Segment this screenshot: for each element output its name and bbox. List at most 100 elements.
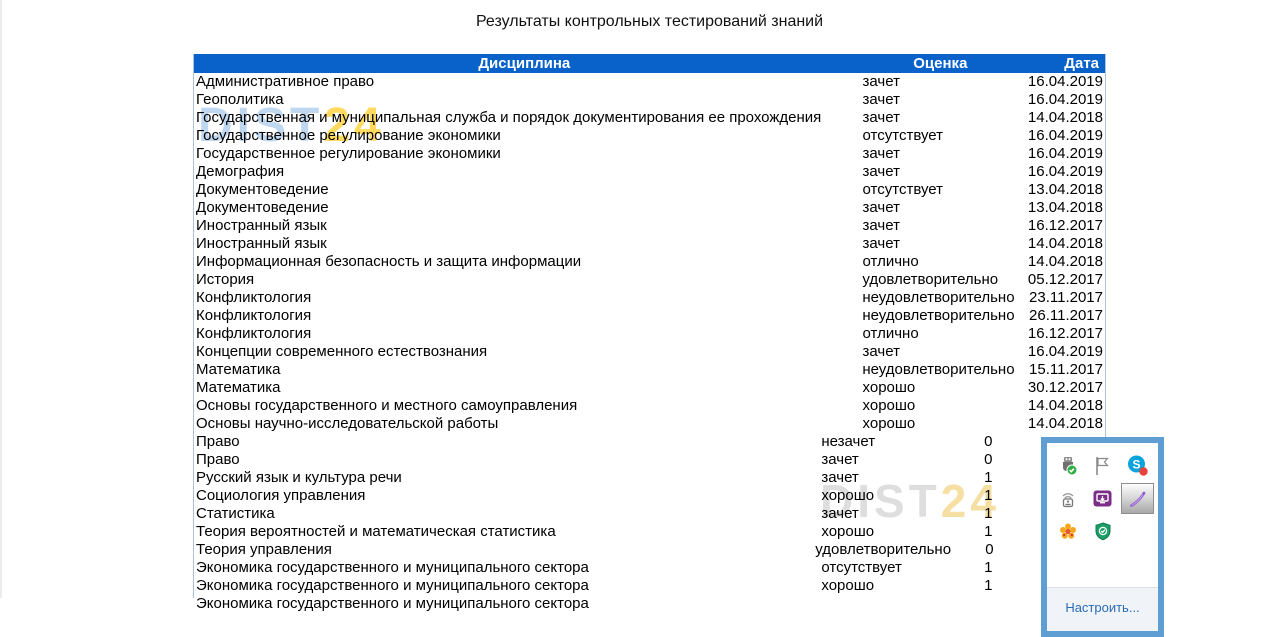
tray-icon-grid: S [1047,443,1158,549]
cell-grade: хорошо [862,415,916,432]
table-row: Основы научно-исследовательской работы х… [194,415,1105,433]
table-row: Конфликтология отлично 16.12.2017 [194,325,1105,343]
window-left-edge [0,0,2,598]
cell-grade: зачет [862,109,900,126]
cell-discipline: Математика [196,379,281,396]
page-title: Результаты контрольных тестирований знан… [475,13,824,30]
cell-discipline: Право [196,451,240,468]
shield-antivirus-icon[interactable] [1086,516,1119,547]
flag-icon[interactable] [1086,450,1119,481]
cell-grade: зачет [862,343,900,360]
cell-discipline: Право [196,433,240,450]
table-row: Административное право зачет 16.04.2019 [194,73,1105,91]
cell-date: 0 [984,451,993,468]
cell-date: 14.04.2018 [1027,415,1103,432]
cell-grade: зачет [862,73,900,90]
cell-grade: отлично [862,325,919,342]
cell-date: 13.04.2018 [1027,199,1103,216]
watermark-accent: 24 [940,475,1000,527]
cell-discipline: Документоведение [196,199,329,216]
cell-grade: хорошо [821,487,875,504]
table-row: Иностранный язык зачет 16.12.2017 [194,217,1105,235]
cell-discipline: Экономика государственного и муниципальн… [196,559,589,576]
table-row: Документоведение отсутствует 13.04.2018 [194,181,1105,199]
cell-date: 1 [984,523,993,540]
cell-grade: неудовлетворительно [862,307,1015,324]
cell-grade: хорошо [821,523,875,540]
cell-date: 14.04.2018 [1027,397,1103,414]
cell-discipline: Информационная безопасность и защита инф… [196,253,582,270]
customize-tray-link[interactable]: Настроить... [1065,600,1140,615]
table-row: Государственное регулирование экономики … [194,145,1105,163]
cell-date: 16.04.2019 [1027,91,1103,108]
table-row: Основы государственного и местного самоу… [194,397,1105,415]
cell-discipline: Конфликтология [196,307,312,324]
column-header-date: Дата [1064,55,1100,72]
pen-input-icon[interactable] [1121,483,1154,514]
cell-discipline: Теория управления [196,541,332,558]
cell-discipline: Основы государственного и местного самоу… [196,397,578,414]
table-row: Демография зачет 16.04.2019 [194,163,1105,181]
cell-grade: отлично [862,253,919,270]
cell-date: 16.04.2019 [1027,127,1103,144]
watermark-dist24-bottom: DIST24 [820,474,1000,528]
cell-date: 14.04.2018 [1027,253,1103,270]
cell-grade: удовлетворительно [862,271,999,288]
wireless-device-icon[interactable] [1051,483,1084,514]
cell-date: 16.12.2017 [1027,217,1103,234]
flower-app-icon[interactable] [1051,516,1084,547]
table-row: Социология управления хорошо 1 [194,487,1105,505]
cell-grade: зачет [821,505,859,522]
table-row: Конфликтология неудовлетворительно 23.11… [194,289,1105,307]
cell-date: 14.04.2018 [1027,235,1103,252]
cell-date: 16.04.2019 [1027,73,1103,90]
cell-discipline: История [196,271,255,288]
table-row: Иностранный язык зачет 14.04.2018 [194,235,1105,253]
column-header-grade: Оценка [913,55,968,72]
cell-date: 1 [984,577,993,594]
results-table: Дисциплина Оценка Дата Административное … [193,54,1106,612]
cell-grade: хорошо [862,379,916,396]
cell-discipline: Теория вероятностей и математическая ста… [196,523,556,540]
table-row: Экономика государственного и муниципальн… [194,559,1105,577]
cell-date: 1 [984,559,993,576]
cell-grade: незачет [821,433,876,450]
cell-date: 15.11.2017 [1029,361,1103,378]
table-row: Информационная безопасность и защита инф… [194,253,1105,271]
skype-notification-icon[interactable]: S [1121,450,1154,481]
table-row: Документоведение зачет 13.04.2018 [194,199,1105,217]
cell-discipline: Государственная и муниципальная служба и… [196,109,822,126]
cell-discipline: Основы научно-исследовательской работы [196,415,499,432]
cell-date: 13.04.2018 [1027,181,1103,198]
table-row: Конфликтология неудовлетворительно 26.11… [194,307,1105,325]
cell-grade: хорошо [862,397,916,414]
usb-safely-remove-icon[interactable] [1051,450,1084,481]
tray-overflow-popup: S Настроить... [1041,437,1164,637]
cell-date: 05.12.2017 [1027,271,1103,288]
cell-grade: зачет [862,163,900,180]
purple-display-app-icon[interactable] [1086,483,1119,514]
svg-text:S: S [1132,458,1140,472]
table-row: Теория вероятностей и математическая ста… [194,523,1105,541]
cell-grade: отсутствует [862,181,944,198]
cell-grade: зачет [821,451,859,468]
table-row: Математика хорошо 30.12.2017 [194,379,1105,397]
cell-grade: зачет [862,235,900,252]
cell-discipline: Иностранный язык [196,235,327,252]
cell-discipline: Документоведение [196,181,329,198]
cell-date: 1 [984,505,993,522]
cell-grade: зачет [821,469,859,486]
cell-date: 16.04.2019 [1027,163,1103,180]
cell-date: 16.12.2017 [1027,325,1103,342]
cell-date: 16.04.2019 [1027,145,1103,162]
tray-popup-footer: Настроить... [1047,587,1158,631]
cell-grade: зачет [862,145,900,162]
table-row: Право незачет 0 [194,433,1105,451]
cell-discipline: Русский язык и культура речи [196,469,402,486]
cell-discipline: Конфликтология [196,325,312,342]
cell-grade: отсутствует [862,127,944,144]
table-row: Право зачет 0 [194,451,1105,469]
cell-discipline: Математика [196,361,281,378]
cell-date: 1 [984,469,993,486]
cell-date: 0 [984,433,993,450]
